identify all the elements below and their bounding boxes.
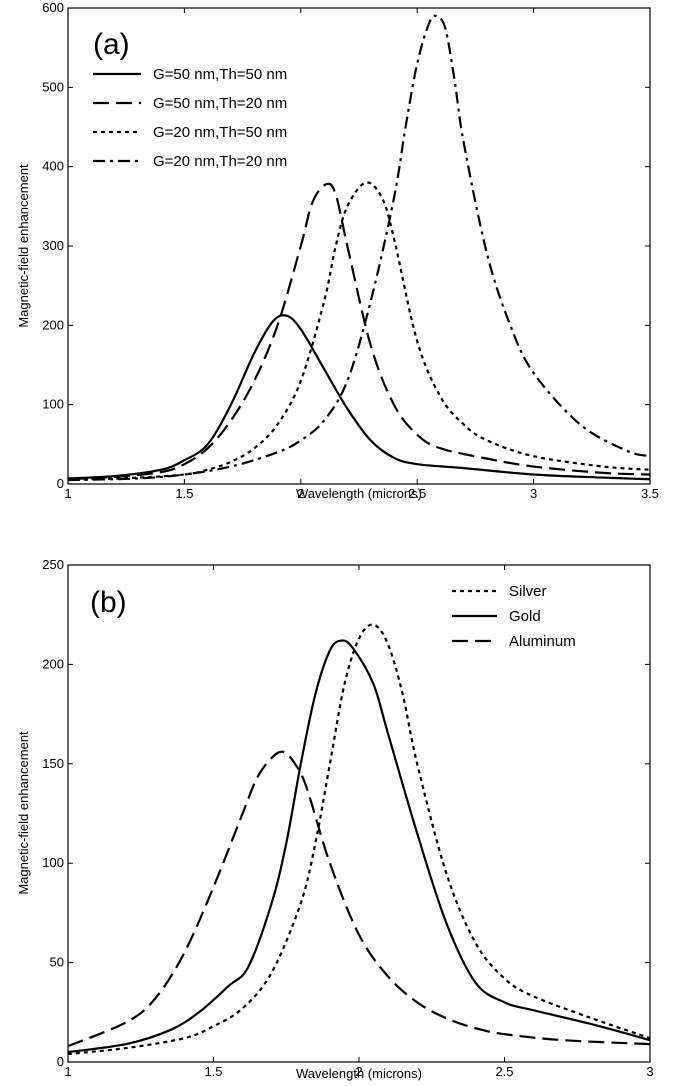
panel-b-ticks: 1 1.5 2 2.5 3 0 50 100 150 200 250 (42, 557, 653, 1079)
y-tick-label: 100 (42, 855, 64, 870)
legend-label: G=20 nm,Th=20 nm (153, 153, 287, 170)
y-tick-label: 0 (57, 1054, 64, 1069)
panel-a-legend: G=50 nm,Th=50 nm G=50 nm,Th=20 nm G=20 nm,… (93, 66, 287, 170)
panel-a-ticks: 1 1.5 2 2.5 3 3.5 0 100 200 300 400 500 600 (42, 0, 659, 501)
x-tick-label: 2 (297, 486, 304, 501)
legend-label: Gold (509, 608, 541, 625)
series-line-solid (67, 314, 651, 481)
y-tick-label: 600 (42, 0, 64, 15)
y-tick-label: 100 (42, 397, 64, 412)
panel-b-x-axis-label: Wavelength (microns) (296, 1066, 422, 1081)
x-tick-label: 1.5 (175, 486, 193, 501)
panel-b-y-axis-label: Magnetic-field enhancement (16, 731, 31, 895)
y-tick-label: 0 (57, 476, 64, 491)
panel-a-tag: (a) (93, 28, 130, 61)
legend-label: Aluminum (509, 633, 576, 650)
x-tick-label: 3 (530, 486, 537, 501)
x-tick-label: 3.5 (641, 486, 659, 501)
panel-a-x-axis-label: Wavelength (microns) (296, 486, 422, 501)
panel-a-series-group (67, 14, 651, 482)
x-tick-label: 1 (64, 486, 71, 501)
y-tick-label: 300 (42, 238, 64, 253)
y-tick-label: 200 (42, 656, 64, 671)
series-line-dotted (67, 623, 651, 1056)
x-tick-label: 1.5 (204, 1064, 222, 1079)
legend-label: G=50 nm,Th=20 nm (153, 95, 287, 112)
series-line-dashed (67, 182, 651, 481)
panel-b-tag: (b) (90, 586, 127, 619)
x-tick-label: 3 (646, 1064, 653, 1079)
x-tick-label: 2 (355, 1064, 362, 1079)
x-tick-label: 2.5 (408, 486, 426, 501)
series-line-dashdot (67, 14, 651, 482)
legend-label: Silver (509, 583, 547, 600)
series-line-dashed (67, 750, 651, 1048)
series-line-solid (67, 639, 651, 1054)
y-tick-label: 500 (42, 79, 64, 94)
x-tick-label: 2.5 (495, 1064, 513, 1079)
y-tick-label: 400 (42, 159, 64, 174)
series-line-dotted (67, 181, 651, 482)
panel-a: (a) Wavelength (microns) Magnetic-field … (16, 0, 659, 501)
legend-label: G=20 nm,Th=50 nm (153, 124, 287, 141)
panel-b-series-group (67, 623, 651, 1056)
panel-b: (b) Wavelength (microns) Magnetic-field … (16, 557, 654, 1081)
y-tick-label: 250 (42, 557, 64, 572)
panel-a-y-axis-label: Magnetic-field enhancement (16, 164, 31, 328)
y-tick-label: 50 (50, 955, 64, 970)
x-tick-label: 1 (64, 1064, 71, 1079)
y-tick-label: 200 (42, 317, 64, 332)
panel-b-legend: Silver Gold Aluminum (452, 583, 576, 650)
y-tick-label: 150 (42, 756, 64, 771)
legend-label: G=50 nm,Th=50 nm (153, 66, 287, 83)
